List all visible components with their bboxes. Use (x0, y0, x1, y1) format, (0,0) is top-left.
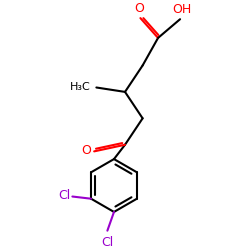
Text: Cl: Cl (101, 236, 114, 249)
Text: O: O (82, 144, 92, 157)
Text: OH: OH (173, 3, 192, 16)
Text: O: O (134, 2, 144, 15)
Text: Cl: Cl (58, 189, 70, 202)
Text: H₃C: H₃C (70, 82, 91, 92)
